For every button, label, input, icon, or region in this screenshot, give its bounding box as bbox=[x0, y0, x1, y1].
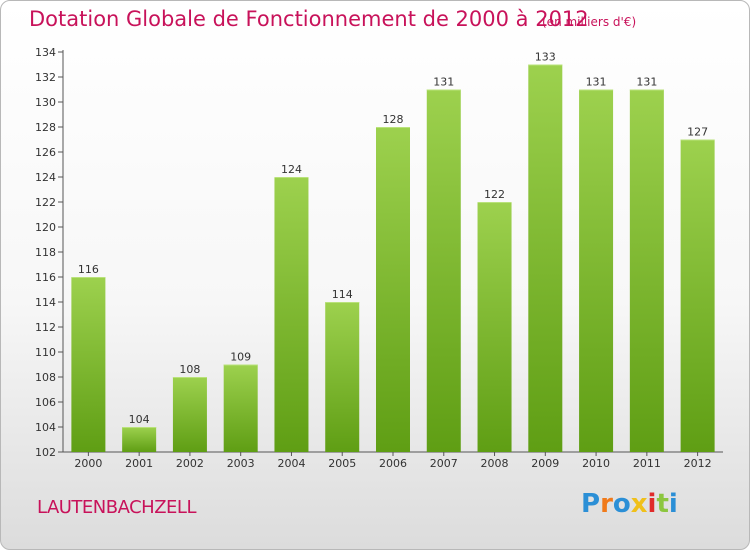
y-tick-label: 134 bbox=[35, 46, 56, 59]
bar-value-label: 114 bbox=[332, 288, 353, 301]
x-tick-label: 2002 bbox=[176, 457, 204, 470]
logo-letter: P bbox=[581, 489, 601, 519]
logo-letter: o bbox=[612, 489, 631, 519]
y-tick-label: 116 bbox=[35, 271, 56, 284]
logo-letter: r bbox=[600, 489, 613, 519]
chart-title: Dotation Globale de Fonctionnement de 20… bbox=[29, 7, 589, 31]
y-tick-label: 120 bbox=[35, 221, 56, 234]
x-tick-label: 2007 bbox=[430, 457, 458, 470]
bar bbox=[680, 139, 715, 452]
x-tick-label: 2001 bbox=[125, 457, 153, 470]
bar-value-label: 131 bbox=[636, 76, 657, 89]
y-tick-label: 108 bbox=[35, 371, 56, 384]
bar-value-label: 131 bbox=[586, 76, 607, 89]
logo-letter: x bbox=[630, 489, 648, 519]
bar-value-label: 116 bbox=[78, 263, 99, 276]
y-tick-label: 124 bbox=[35, 171, 56, 184]
bar bbox=[376, 127, 410, 452]
bar bbox=[223, 364, 258, 452]
proxiti-logo: Proxiti bbox=[581, 489, 678, 519]
bar-value-label: 131 bbox=[433, 76, 454, 89]
chart-subtitle: (en milliers d'€) bbox=[542, 15, 637, 29]
x-tick-label: 2000 bbox=[74, 457, 102, 470]
bar bbox=[71, 277, 106, 452]
x-tick-label: 2005 bbox=[328, 457, 356, 470]
y-tick-label: 118 bbox=[35, 246, 56, 259]
y-tick-label: 110 bbox=[35, 346, 56, 359]
logo-letter: i bbox=[668, 489, 678, 519]
logo-letter: i bbox=[647, 489, 657, 519]
y-tick-label: 106 bbox=[35, 396, 56, 409]
bar-value-label: 133 bbox=[535, 51, 556, 64]
bar-value-label: 122 bbox=[484, 188, 505, 201]
y-tick-label: 130 bbox=[35, 96, 56, 109]
y-tick-label: 132 bbox=[35, 71, 56, 84]
y-tick-label: 114 bbox=[35, 296, 56, 309]
y-tick-label: 104 bbox=[35, 421, 56, 434]
x-tick-label: 2008 bbox=[481, 457, 509, 470]
x-tick-label: 2003 bbox=[227, 457, 255, 470]
bar bbox=[325, 302, 360, 452]
x-tick-label: 2009 bbox=[531, 457, 559, 470]
y-tick-label: 112 bbox=[35, 321, 56, 334]
bar bbox=[122, 427, 157, 452]
bar bbox=[629, 89, 664, 452]
bar-value-label: 109 bbox=[230, 351, 251, 364]
x-tick-label: 2011 bbox=[633, 457, 661, 470]
y-tick-label: 102 bbox=[35, 446, 56, 459]
bar-value-label: 124 bbox=[281, 163, 302, 176]
bar bbox=[274, 177, 309, 452]
bar-value-label: 104 bbox=[129, 413, 150, 426]
logo-letter: t bbox=[656, 489, 669, 519]
bar-value-label: 127 bbox=[687, 126, 708, 139]
bar bbox=[477, 202, 512, 452]
x-tick-label: 2012 bbox=[684, 457, 712, 470]
bar bbox=[172, 377, 207, 452]
commune-name: LAUTENBACHZELL bbox=[37, 497, 196, 518]
y-tick-label: 126 bbox=[35, 146, 56, 159]
x-tick-label: 2006 bbox=[379, 457, 407, 470]
y-tick-label: 128 bbox=[35, 121, 56, 134]
bar bbox=[528, 64, 563, 452]
x-tick-label: 2010 bbox=[582, 457, 610, 470]
y-tick-label: 122 bbox=[35, 196, 56, 209]
bar-value-label: 108 bbox=[179, 363, 200, 376]
bar bbox=[579, 89, 614, 452]
bar bbox=[426, 89, 461, 452]
x-tick-label: 2004 bbox=[277, 457, 305, 470]
bar-value-label: 128 bbox=[383, 113, 404, 126]
